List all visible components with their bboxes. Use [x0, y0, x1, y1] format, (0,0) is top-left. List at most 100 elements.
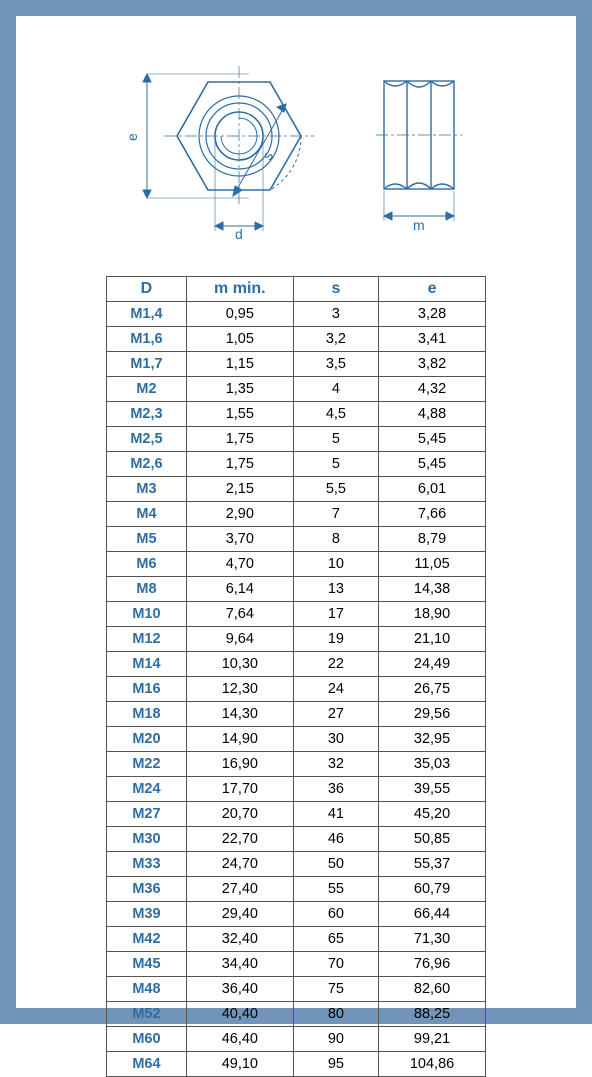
- table-body: M1,40,9533,28M1,61,053,23,41M1,71,153,53…: [107, 302, 486, 1077]
- table-cell: 104,86: [379, 1052, 486, 1077]
- table-cell: 3,28: [379, 302, 486, 327]
- table-cell: 35,03: [379, 752, 486, 777]
- table-cell: 8,79: [379, 527, 486, 552]
- table-row: M4836,407582,60: [107, 977, 486, 1002]
- table-cell: 14,30: [186, 702, 293, 727]
- table-cell: 5: [293, 427, 378, 452]
- col-header-e: e: [379, 277, 486, 302]
- table-cell: 32,40: [186, 927, 293, 952]
- table-cell: M1,6: [107, 327, 187, 352]
- table-cell: M18: [107, 702, 187, 727]
- table-row: M2417,703639,55: [107, 777, 486, 802]
- table-row: M2014,903032,95: [107, 727, 486, 752]
- table-cell: 20,70: [186, 802, 293, 827]
- table-cell: M4: [107, 502, 187, 527]
- nut-diagram-area: e s d: [16, 36, 576, 246]
- table-area: D m min. s e M1,40,9533,28M1,61,053,23,4…: [16, 246, 576, 1077]
- table-cell: 7,64: [186, 602, 293, 627]
- table-cell: M2,6: [107, 452, 187, 477]
- table-cell: 36: [293, 777, 378, 802]
- table-cell: M22: [107, 752, 187, 777]
- table-cell: 4: [293, 377, 378, 402]
- table-cell: 9,64: [186, 627, 293, 652]
- table-cell: 29,40: [186, 902, 293, 927]
- table-cell: M30: [107, 827, 187, 852]
- table-cell: 6,01: [379, 477, 486, 502]
- table-cell: 82,60: [379, 977, 486, 1002]
- table-cell: 45,20: [379, 802, 486, 827]
- table-cell: 36,40: [186, 977, 293, 1002]
- table-row: M1,71,153,53,82: [107, 352, 486, 377]
- table-cell: 22: [293, 652, 378, 677]
- table-row: M2,51,7555,45: [107, 427, 486, 452]
- table-cell: M6: [107, 552, 187, 577]
- table-row: M6449,1095104,86: [107, 1052, 486, 1077]
- table-cell: 6,14: [186, 577, 293, 602]
- table-cell: 39,55: [379, 777, 486, 802]
- table-cell: 16,90: [186, 752, 293, 777]
- table-cell: 1,75: [186, 452, 293, 477]
- dim-label-m: m: [413, 217, 425, 233]
- table-cell: 60,79: [379, 877, 486, 902]
- table-row: M3929,406066,44: [107, 902, 486, 927]
- table-cell: 24,49: [379, 652, 486, 677]
- table-cell: 3,70: [186, 527, 293, 552]
- table-cell: 99,21: [379, 1027, 486, 1052]
- table-row: M3324,705055,37: [107, 852, 486, 877]
- col-header-s: s: [293, 277, 378, 302]
- table-cell: 18,90: [379, 602, 486, 627]
- table-cell: 40,40: [186, 1002, 293, 1027]
- table-row: M42,9077,66: [107, 502, 486, 527]
- table-cell: 17,70: [186, 777, 293, 802]
- table-cell: M33: [107, 852, 187, 877]
- table-cell: 10,30: [186, 652, 293, 677]
- table-cell: 90: [293, 1027, 378, 1052]
- table-cell: M60: [107, 1027, 187, 1052]
- table-cell: 13: [293, 577, 378, 602]
- table-cell: 80: [293, 1002, 378, 1027]
- table-cell: 27: [293, 702, 378, 727]
- table-cell: M10: [107, 602, 187, 627]
- table-cell: 14,38: [379, 577, 486, 602]
- table-cell: 2,90: [186, 502, 293, 527]
- page-frame: e s d: [0, 0, 592, 1024]
- nut-top-view: e s d: [109, 41, 339, 241]
- table-cell: 3: [293, 302, 378, 327]
- table-cell: 5: [293, 452, 378, 477]
- table-row: M2,31,554,54,88: [107, 402, 486, 427]
- table-row: M2720,704145,20: [107, 802, 486, 827]
- table-row: M3022,704650,85: [107, 827, 486, 852]
- table-row: M1814,302729,56: [107, 702, 486, 727]
- table-cell: 32,95: [379, 727, 486, 752]
- table-cell: 41: [293, 802, 378, 827]
- table-cell: M1,4: [107, 302, 187, 327]
- table-cell: 46,40: [186, 1027, 293, 1052]
- table-cell: M42: [107, 927, 187, 952]
- col-header-m: m min.: [186, 277, 293, 302]
- table-cell: 50,85: [379, 827, 486, 852]
- table-cell: 75: [293, 977, 378, 1002]
- table-cell: 3,41: [379, 327, 486, 352]
- table-cell: 1,35: [186, 377, 293, 402]
- table-row: M3627,405560,79: [107, 877, 486, 902]
- table-cell: 3,2: [293, 327, 378, 352]
- table-cell: 88,25: [379, 1002, 486, 1027]
- table-cell: 1,55: [186, 402, 293, 427]
- table-cell: M52: [107, 1002, 187, 1027]
- table-cell: 19: [293, 627, 378, 652]
- table-row: M21,3544,32: [107, 377, 486, 402]
- table-cell: 2,15: [186, 477, 293, 502]
- nut-side-view: m: [364, 41, 484, 241]
- dim-label-e: e: [124, 133, 140, 141]
- table-cell: 29,56: [379, 702, 486, 727]
- table-cell: 5,45: [379, 452, 486, 477]
- dim-label-d: d: [235, 226, 243, 241]
- table-row: M1410,302224,49: [107, 652, 486, 677]
- table-cell: M5: [107, 527, 187, 552]
- table-cell: M2: [107, 377, 187, 402]
- table-cell: 55,37: [379, 852, 486, 877]
- table-cell: 10: [293, 552, 378, 577]
- table-cell: 4,32: [379, 377, 486, 402]
- table-cell: 95: [293, 1052, 378, 1077]
- table-cell: M2,3: [107, 402, 187, 427]
